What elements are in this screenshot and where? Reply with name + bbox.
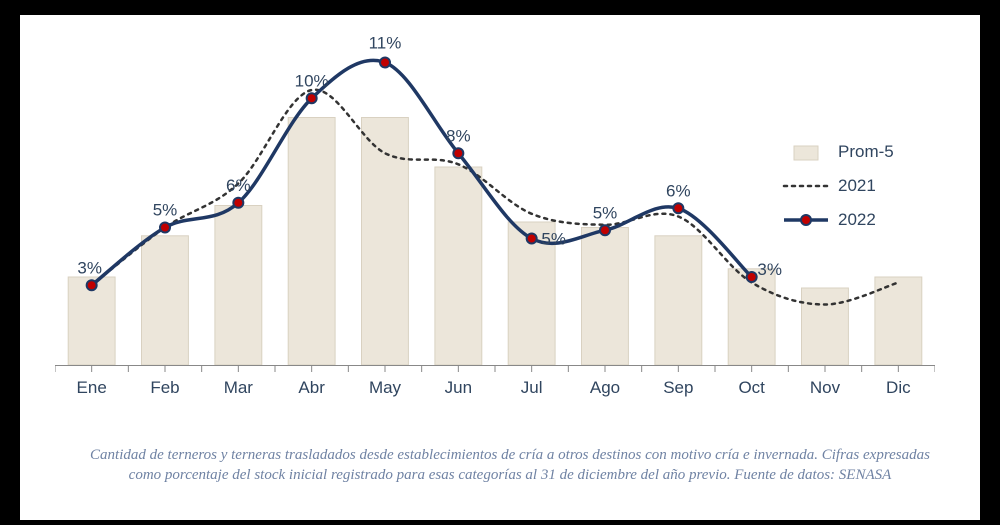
value-label-Ene: 3% — [77, 258, 102, 277]
xlabel-Feb: Feb — [150, 378, 179, 397]
xlabel-Jun: Jun — [445, 378, 472, 397]
xlabel-Ago: Ago — [590, 378, 620, 397]
value-label-Jun: 8% — [446, 126, 471, 145]
bar-May — [362, 118, 409, 366]
marker-2022-Jun — [453, 148, 463, 158]
xlabel-Jul: Jul — [521, 378, 543, 397]
xlabel-Ene: Ene — [77, 378, 107, 397]
value-label-May: 11% — [369, 35, 402, 53]
marker-2022-Ene — [87, 280, 97, 290]
bar-Abr — [288, 118, 335, 366]
marker-2022-Ago — [600, 225, 610, 235]
value-label-Ago: 5% — [593, 203, 618, 222]
value-label-Abr: 10% — [295, 71, 329, 90]
marker-2022-May — [380, 58, 390, 68]
legend-item-2021: 2021 — [780, 169, 925, 203]
value-label-Sep: 6% — [666, 181, 691, 200]
value-label-Jul: 5% — [541, 230, 566, 249]
legend-swatch-2022 — [780, 203, 832, 237]
caption: Cantidad de terneros y terneras traslada… — [80, 445, 940, 486]
value-label-Mar: 6% — [226, 176, 251, 195]
legend-swatch-prom5 — [780, 135, 832, 169]
bar-Sep — [655, 236, 702, 365]
bar-Nov — [802, 288, 849, 365]
marker-2022-Sep — [673, 203, 683, 213]
line-2022 — [92, 60, 752, 285]
bar-Ago — [582, 228, 629, 366]
xlabel-Nov: Nov — [810, 378, 841, 397]
legend-swatch-2021 — [780, 169, 832, 203]
legend: Prom-5 2021 2022 — [780, 135, 925, 237]
bar-Dic — [875, 277, 922, 365]
marker-2022-Mar — [233, 198, 243, 208]
marker-2022-Abr — [307, 93, 317, 103]
xlabel-Dic: Dic — [886, 378, 911, 397]
legend-label-2021: 2021 — [832, 176, 876, 196]
legend-item-2022: 2022 — [780, 203, 925, 237]
marker-2022-Feb — [160, 223, 170, 233]
xlabel-Mar: Mar — [224, 378, 254, 397]
marker-2022-Oct — [747, 272, 757, 282]
bar-Jun — [435, 167, 482, 365]
marker-2022-Jul — [527, 234, 537, 244]
legend-label-2022: 2022 — [832, 210, 876, 230]
frame: Ene Feb Mar Abr May Jun Jul Ago Sep Oct Nov Dic 3% 5%… — [0, 0, 1000, 525]
xlabel-Sep: Sep — [663, 378, 693, 397]
bar-Feb — [142, 236, 189, 365]
bar-Mar — [215, 206, 262, 366]
xlabel-Oct: Oct — [738, 378, 765, 397]
xlabel-Abr: Abr — [298, 378, 325, 397]
xlabel-May: May — [369, 378, 402, 397]
chart-card: Ene Feb Mar Abr May Jun Jul Ago Sep Oct Nov Dic 3% 5%… — [20, 15, 980, 520]
value-label-Oct: 3% — [757, 260, 782, 279]
legend-item-prom5: Prom-5 — [780, 135, 925, 169]
value-label-Feb: 5% — [153, 201, 178, 220]
legend-label-prom5: Prom-5 — [832, 142, 894, 162]
